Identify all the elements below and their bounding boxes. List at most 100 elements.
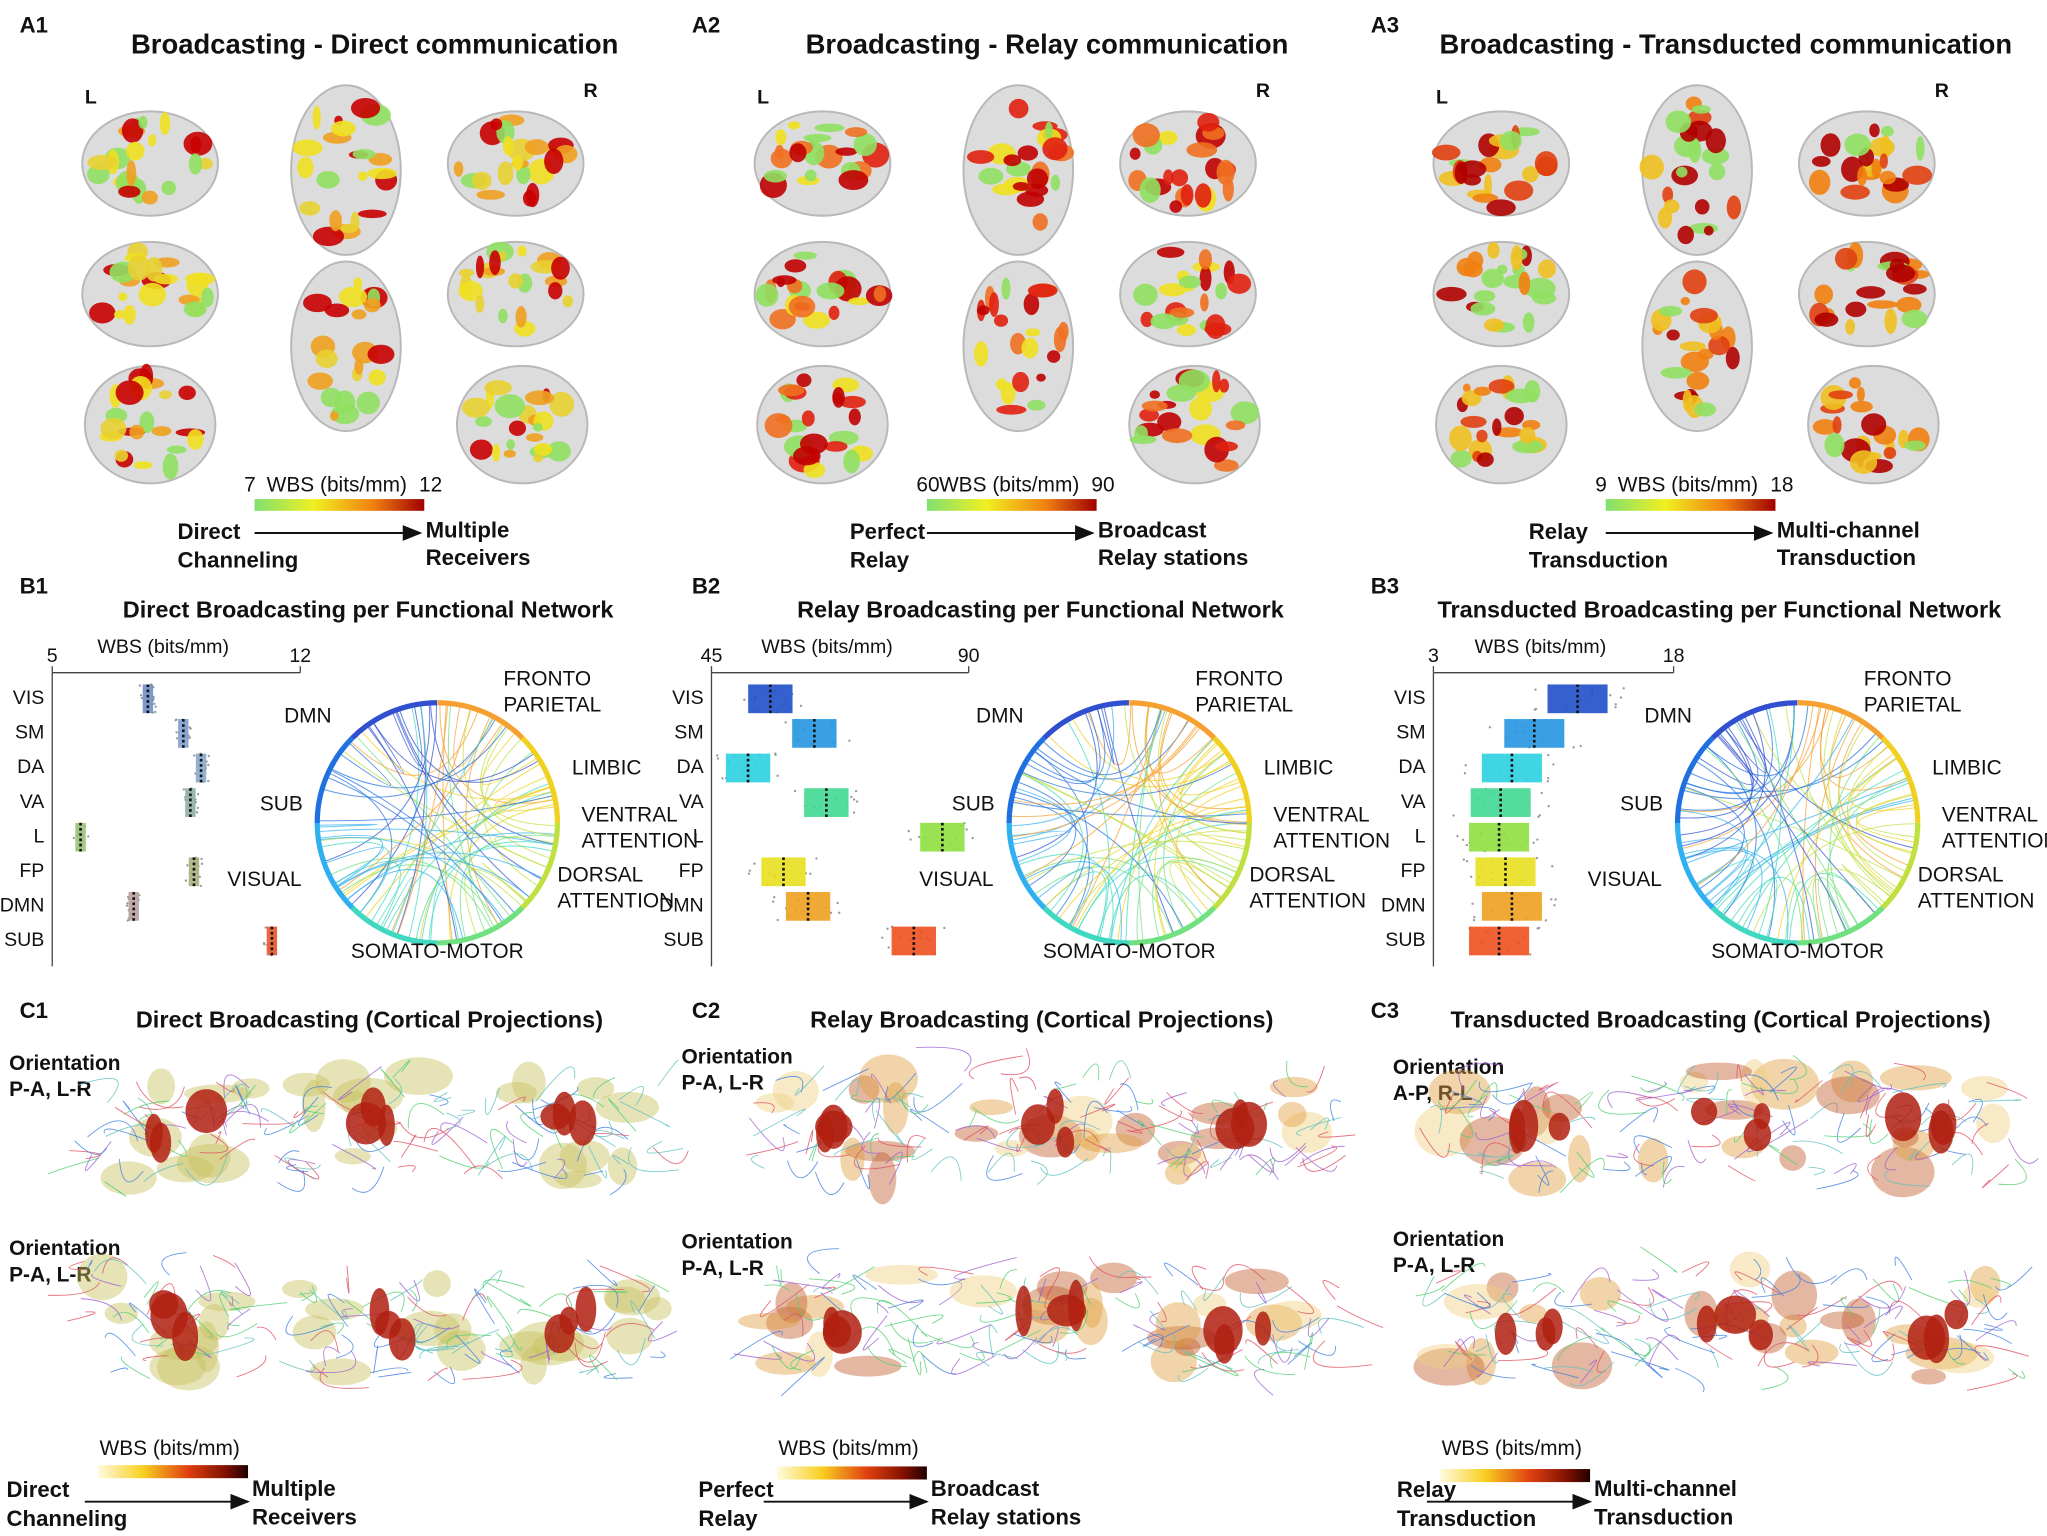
fiber: [293, 1109, 307, 1119]
fiber: [1640, 1082, 1668, 1093]
fiber: [277, 1170, 306, 1192]
activation-blob: [1680, 296, 1690, 306]
fiber: [876, 1302, 889, 1314]
sample-dot: [87, 835, 90, 838]
chord-label: VENTRAL: [581, 803, 677, 826]
fiber: [219, 1083, 248, 1110]
fiber: [429, 1094, 449, 1107]
chord-link: [1856, 793, 1917, 838]
fiber: [1458, 1107, 1474, 1138]
cortical-blob: [738, 1312, 800, 1330]
fiber: [1557, 1335, 1592, 1361]
activation-blob: [533, 453, 544, 463]
colorbar-max: 90: [1091, 474, 1114, 497]
chord-link: [1009, 724, 1200, 838]
activation-blob: [755, 283, 779, 307]
fiber: [1867, 1155, 1881, 1181]
chord-link: [1138, 706, 1162, 943]
chord-label: FRONTO: [503, 668, 591, 691]
chord-link: [1683, 711, 1766, 860]
fiber: [1538, 1170, 1554, 1193]
fiber: [1982, 1294, 2008, 1321]
fiber: [1535, 1155, 1550, 1186]
fiber: [1450, 1090, 1483, 1106]
fiber: [1437, 1079, 1478, 1109]
fiber: [1284, 1145, 1307, 1166]
cortical-blob: [1519, 1303, 1547, 1323]
fiber: [482, 1279, 525, 1289]
fiber: [302, 1086, 333, 1114]
chord-arc: [1710, 700, 1798, 740]
fiber: [980, 1284, 1004, 1315]
fiber: [1329, 1099, 1342, 1122]
activation-blob: [526, 433, 544, 442]
chord-link: [1678, 706, 1831, 812]
fiber: [131, 1323, 164, 1347]
fiber: [240, 1101, 249, 1107]
fiber: [1477, 1352, 1499, 1377]
panel-id: B3: [1371, 574, 1399, 599]
fiber: [808, 1142, 818, 1162]
sample-dot: [909, 838, 912, 841]
fiber: [609, 1168, 627, 1196]
box: [792, 719, 837, 748]
fiber: [576, 1126, 629, 1162]
cortical-blob: [1976, 1103, 2011, 1144]
panel-title: Transducted Broadcasting per Functional …: [1437, 597, 2002, 623]
fiber: [91, 1273, 122, 1287]
fiber: [1610, 1351, 1670, 1371]
fiber: [1009, 1077, 1019, 1115]
category-label: L: [693, 825, 704, 847]
fiber: [1733, 1112, 1758, 1143]
category-label: VIS: [1394, 687, 1426, 709]
chord-arc: [1006, 736, 1046, 824]
subcortical-blob: [1067, 1279, 1085, 1332]
activation-blob: [1230, 401, 1260, 425]
panel-id: C3: [1371, 998, 1399, 1023]
chord-link: [1086, 702, 1132, 766]
fiber: [1082, 1063, 1100, 1081]
activation-blob: [1178, 275, 1201, 289]
arrow-from: Transduction: [1529, 548, 1668, 573]
fiber: [227, 1308, 251, 1330]
fiber: [986, 1155, 1023, 1181]
fiber: [1788, 1324, 1810, 1352]
cortical-blob: [1685, 1062, 1753, 1081]
sample-dot: [1536, 838, 1539, 841]
fiber: [1554, 1291, 1592, 1307]
arrow-to: Transduction: [1594, 1505, 1733, 1530]
fiber: [161, 1252, 187, 1276]
fiber: [637, 1285, 656, 1313]
activation-blob: [1212, 370, 1221, 393]
chord-link: [1684, 719, 1759, 795]
activation-blob: [1535, 156, 1558, 177]
arrow-from: Perfect: [850, 519, 926, 544]
activation-blob: [1639, 154, 1664, 180]
fiber: [299, 1285, 318, 1303]
chord-link: [1041, 707, 1163, 776]
chord-arc: [1042, 906, 1130, 946]
fiber: [234, 1262, 251, 1297]
fiber: [110, 1367, 128, 1373]
fiber: [256, 1326, 277, 1341]
chord-link: [1784, 881, 1822, 943]
activation-blob: [1149, 390, 1160, 399]
panel-id: A1: [20, 12, 48, 37]
chord-link: [318, 834, 383, 888]
activation-blob: [357, 171, 368, 182]
fiber: [462, 1293, 487, 1321]
activation-blob: [1879, 170, 1896, 185]
chord-link: [395, 709, 544, 881]
chord-link: [396, 703, 449, 937]
chord-label: SUB: [260, 792, 303, 815]
chord-link: [330, 724, 508, 789]
sample-dot: [852, 811, 856, 814]
sample-dot: [1488, 726, 1492, 729]
fiber: [1297, 1145, 1337, 1168]
fiber: [1952, 1334, 1963, 1360]
chord-link: [398, 708, 540, 783]
chord-label: VISUAL: [1588, 868, 1662, 891]
fiber: [822, 1273, 841, 1288]
fiber: [1662, 1166, 1685, 1188]
activation-blob: [475, 294, 485, 313]
